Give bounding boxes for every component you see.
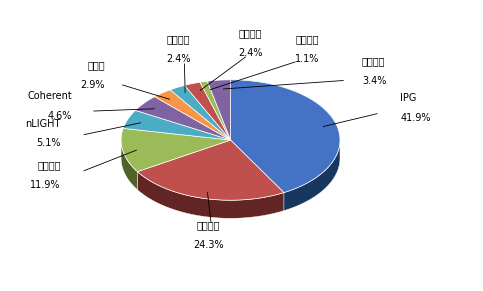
Text: 联品激光: 联品激光 bbox=[239, 28, 262, 38]
Polygon shape bbox=[137, 172, 284, 218]
Text: 4.6%: 4.6% bbox=[47, 111, 72, 121]
Text: 11.9%: 11.9% bbox=[30, 180, 61, 190]
Text: 41.9%: 41.9% bbox=[400, 113, 431, 123]
Polygon shape bbox=[170, 85, 230, 140]
Text: 海富光子: 海富光子 bbox=[296, 34, 319, 44]
Polygon shape bbox=[137, 140, 284, 200]
Text: 5.1%: 5.1% bbox=[36, 139, 61, 148]
Text: 创鑫激光: 创鑫激光 bbox=[37, 160, 61, 170]
Text: 24.3%: 24.3% bbox=[193, 240, 224, 250]
Polygon shape bbox=[207, 80, 230, 140]
Text: 3.4%: 3.4% bbox=[362, 76, 386, 86]
Polygon shape bbox=[123, 110, 230, 140]
Text: 杰普特: 杰普特 bbox=[87, 61, 105, 70]
Text: IPG: IPG bbox=[400, 93, 417, 103]
Text: 其他品牌: 其他品牌 bbox=[362, 56, 385, 66]
Polygon shape bbox=[121, 128, 230, 172]
Text: nLIGHT: nLIGHT bbox=[26, 118, 61, 129]
Polygon shape bbox=[185, 82, 230, 140]
Polygon shape bbox=[200, 81, 230, 140]
Polygon shape bbox=[230, 80, 340, 193]
Text: 锐科激光: 锐科激光 bbox=[197, 220, 220, 230]
Text: 2.9%: 2.9% bbox=[80, 80, 105, 91]
Text: Coherent: Coherent bbox=[27, 91, 72, 101]
Text: 飞博激光: 飞博激光 bbox=[166, 34, 190, 44]
Text: 1.1%: 1.1% bbox=[295, 54, 319, 64]
Text: 2.4%: 2.4% bbox=[238, 47, 262, 58]
Polygon shape bbox=[135, 97, 230, 140]
Polygon shape bbox=[284, 141, 340, 211]
Text: 2.4%: 2.4% bbox=[166, 54, 190, 64]
Polygon shape bbox=[121, 140, 137, 190]
Polygon shape bbox=[155, 90, 230, 140]
